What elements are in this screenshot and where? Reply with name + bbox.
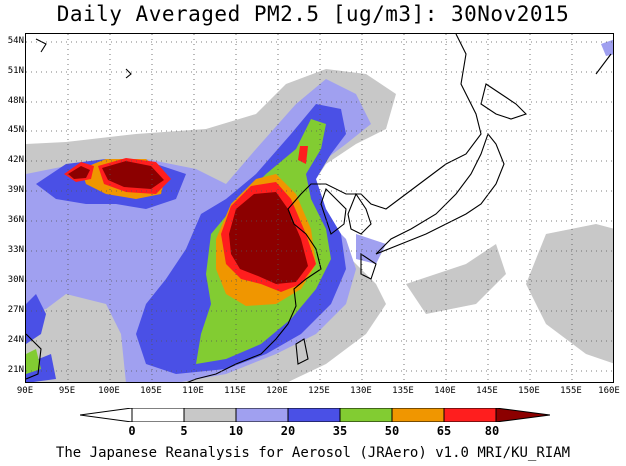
lat-label: 48N xyxy=(7,96,24,106)
colorbar-swatch-0 xyxy=(131,408,185,422)
lat-label: 51N xyxy=(7,66,24,76)
lon-label: 145E xyxy=(476,386,498,396)
lat-label: 36N xyxy=(7,215,24,225)
darkred-contour xyxy=(68,161,308,284)
lon-label: 155E xyxy=(560,386,582,396)
lon-label: 110E xyxy=(182,386,204,396)
colorbar-swatch-1 xyxy=(183,408,237,422)
colorbar-label: 20 xyxy=(280,424,296,438)
lon-label: 100E xyxy=(98,386,120,396)
colorbar-label: 0 xyxy=(128,424,136,438)
lat-label: 42N xyxy=(7,155,24,165)
lon-label: 135E xyxy=(392,386,414,396)
map-canvas xyxy=(26,34,613,382)
lon-label: 115E xyxy=(224,386,246,396)
lat-label: 24N xyxy=(7,335,24,345)
graticule xyxy=(26,34,613,382)
colorbar-label: 65 xyxy=(436,424,452,438)
colorbar-swatch-6 xyxy=(443,408,497,422)
lon-label: 120E xyxy=(266,386,288,396)
colorbar-label: 5 xyxy=(180,424,188,438)
lon-label: 125E xyxy=(308,386,330,396)
lat-label: 27N xyxy=(7,305,24,315)
lon-label: 105E xyxy=(140,386,162,396)
lat-label: 39N xyxy=(7,185,24,195)
lon-label: 90E xyxy=(16,386,34,396)
lat-label: 54N xyxy=(7,36,24,46)
lon-label: 95E xyxy=(58,386,76,396)
lon-label: 160E xyxy=(598,386,620,396)
lat-label: 30N xyxy=(7,275,24,285)
footer-credit: The Japanese Reanalysis for Aerosol (JRA… xyxy=(55,445,571,461)
colorbar xyxy=(80,408,550,422)
colorbar-swatch-4 xyxy=(339,408,393,422)
pm25-map xyxy=(25,33,614,383)
lat-label: 33N xyxy=(7,245,24,255)
colorbar-label: 80 xyxy=(484,424,500,438)
lat-label: 21N xyxy=(7,365,24,375)
colorbar-upper-arrow xyxy=(495,408,550,422)
lat-label: 45N xyxy=(7,125,24,135)
colorbar-swatch-5 xyxy=(391,408,445,422)
colorbar-swatch-2 xyxy=(235,408,289,422)
lon-label: 140E xyxy=(434,386,456,396)
colorbar-label: 50 xyxy=(384,424,400,438)
colorbar-swatch-3 xyxy=(287,408,341,422)
coastlines xyxy=(26,34,612,382)
lon-label: 130E xyxy=(350,386,372,396)
map-title: Daily Averaged PM2.5 [ug/m3]: 30Nov2015 xyxy=(56,2,570,26)
colorbar-label: 10 xyxy=(228,424,244,438)
colorbar-lower-arrow xyxy=(80,408,133,422)
lon-label: 150E xyxy=(518,386,540,396)
colorbar-label: 35 xyxy=(332,424,348,438)
